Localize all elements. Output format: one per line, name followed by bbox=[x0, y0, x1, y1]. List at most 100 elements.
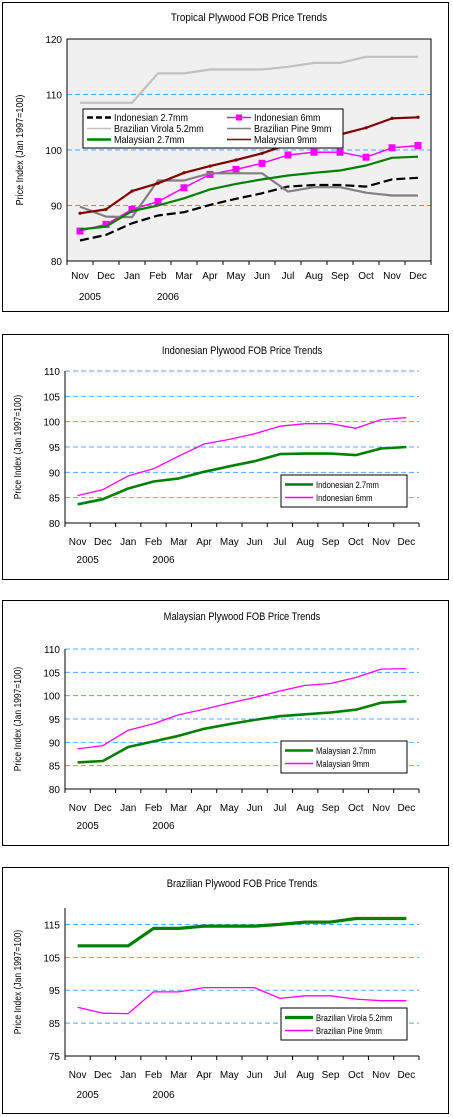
series-line-malaysian-2-7mm bbox=[77, 700, 407, 764]
x-tick-label: Jun bbox=[247, 537, 263, 548]
x-tick-label: Jul bbox=[282, 271, 295, 282]
x-tick-label: Dec bbox=[397, 803, 415, 814]
year-label: 2005 bbox=[77, 555, 100, 566]
x-tick-label: May bbox=[220, 1070, 239, 1081]
y-axis-title: Price Index (Jan 1997=100) bbox=[12, 667, 23, 772]
x-tick-label: Mar bbox=[170, 1070, 188, 1081]
chart-indonesian: Indonesian Plywood FOB Price Trends 80 85 9… bbox=[12, 345, 420, 566]
y-tick-label: 90 bbox=[49, 738, 61, 749]
y-tick-label: 80 bbox=[49, 785, 61, 796]
y-tick-label: 100 bbox=[43, 418, 60, 429]
series-line-indonesian-6mm bbox=[79, 144, 419, 232]
chart-panel-malaysian: Malaysian Plywood FOB Price Trends 80 85 90… bbox=[2, 600, 449, 846]
x-tick-label: Nov bbox=[69, 803, 87, 814]
x-tick-label: Jan bbox=[120, 1070, 136, 1081]
legend-box bbox=[280, 740, 408, 774]
x-tick-label: Dec bbox=[409, 271, 427, 282]
data-point-indonesian-6mm bbox=[232, 165, 240, 173]
chart-panel-tropical: Tropical Plywood FOB Price Trends 80 90 100… bbox=[2, 2, 449, 312]
chart-panel-brazilian: Brazilian Plywood FOB Price Trends 75 85 95… bbox=[2, 867, 449, 1114]
data-point-malaysian-9mm bbox=[390, 116, 394, 120]
x-tick-label: Sep bbox=[322, 537, 340, 548]
x-tick-label: Dec bbox=[397, 537, 415, 548]
x-tick-label: Dec bbox=[397, 1070, 415, 1081]
series-line-malaysian-2-7mm bbox=[79, 155, 419, 231]
data-point-indonesian-6mm bbox=[154, 198, 162, 206]
data-point-indonesian-6mm bbox=[128, 205, 136, 213]
data-point-malaysian-9mm bbox=[364, 126, 368, 130]
y-tick-label: 110 bbox=[44, 367, 60, 378]
legend-label-brazilian-virola-5-2mm: Brazilian Virola 5.2mm bbox=[316, 1012, 392, 1023]
x-tick-label: Feb bbox=[145, 1070, 163, 1081]
data-point-indonesian-6mm bbox=[388, 144, 396, 152]
x-tick-label: Feb bbox=[149, 271, 167, 282]
data-point-indonesian-6mm bbox=[414, 142, 422, 150]
x-tick-label: Apr bbox=[196, 803, 212, 814]
x-tick-label: Nov bbox=[69, 1070, 87, 1081]
chart-title: Indonesian Plywood FOB Price Trends bbox=[162, 345, 322, 357]
data-point-malaysian-9mm bbox=[416, 115, 420, 119]
y-axis-title: Price Index (Jan 1997=100) bbox=[15, 95, 27, 206]
y-tick-label: 95 bbox=[49, 715, 61, 726]
x-tick-label: Mar bbox=[170, 803, 188, 814]
x-tick-label: Feb bbox=[145, 803, 163, 814]
legend-label-indonesian-2-7mm: Indonesian 2.7mm bbox=[114, 113, 188, 125]
y-tick-label: 105 bbox=[43, 392, 60, 403]
chart-title: Malaysian Plywood FOB Price Trends bbox=[164, 611, 321, 623]
x-tick-label: Jul bbox=[274, 1070, 287, 1081]
x-tick-label: Nov bbox=[372, 803, 390, 814]
y-axis-title: Price Index (Jan 1997=100) bbox=[12, 930, 23, 1035]
x-tick-label: Feb bbox=[145, 537, 163, 548]
year-label: 2006 bbox=[157, 292, 180, 303]
y-tick-label: 90 bbox=[51, 202, 63, 213]
data-point-malaysian-9mm bbox=[260, 151, 264, 155]
data-point-indonesian-6mm bbox=[310, 148, 318, 156]
x-tick-label: Jan bbox=[120, 537, 136, 548]
y-tick-label: 80 bbox=[51, 257, 63, 268]
data-point-malaysian-9mm bbox=[234, 158, 238, 162]
legend-label-malaysian-2-7mm: Malaysian 2.7mm bbox=[316, 745, 376, 756]
x-tick-label: Sep bbox=[322, 803, 340, 814]
legend-label-brazilian-pine-9mm: Brazilian Pine 9mm bbox=[254, 124, 332, 136]
series-line-indonesian-2-7mm bbox=[77, 445, 407, 506]
series-line-brazilian-virola-5-2mm bbox=[80, 55, 418, 104]
legend-box bbox=[280, 474, 408, 508]
year-label: 2006 bbox=[152, 555, 175, 566]
y-axis-title: Price Index (Jan 1997=100) bbox=[12, 395, 23, 500]
x-tick-label: Apr bbox=[196, 537, 212, 548]
y-tick-label: 85 bbox=[49, 1019, 61, 1030]
data-point-indonesian-6mm bbox=[284, 151, 292, 159]
x-tick-label: Mar bbox=[170, 537, 188, 548]
data-point-indonesian-6mm bbox=[76, 227, 84, 235]
x-tick-label: May bbox=[220, 803, 239, 814]
legend-box bbox=[280, 1007, 408, 1041]
y-tick-label: 115 bbox=[44, 920, 60, 931]
legend-label-malaysian-9mm: Malaysian 9mm bbox=[316, 758, 370, 769]
chart-title: Brazilian Plywood FOB Price Trends bbox=[167, 878, 317, 890]
x-tick-label: Nov bbox=[69, 537, 87, 548]
year-label: 2005 bbox=[77, 821, 100, 832]
legend-label-malaysian-9mm: Malaysian 9mm bbox=[254, 135, 317, 147]
y-tick-label: 95 bbox=[49, 986, 61, 997]
y-tick-label: 90 bbox=[49, 468, 61, 479]
year-label: 2005 bbox=[77, 1090, 100, 1101]
x-tick-label: Aug bbox=[296, 537, 314, 548]
x-tick-label: Jun bbox=[254, 271, 270, 282]
y-tick-label: 100 bbox=[45, 146, 62, 157]
chart-brazilian: Brazilian Plywood FOB Price Trends 75 85 95… bbox=[12, 878, 420, 1101]
y-tick-label: 105 bbox=[43, 668, 60, 679]
legend-label-indonesian-6mm: Indonesian 6mm bbox=[254, 113, 321, 125]
y-tick-label: 85 bbox=[49, 494, 61, 505]
x-tick-label: Aug bbox=[305, 271, 323, 282]
x-tick-label: Nov bbox=[372, 1070, 390, 1081]
data-point-malaysian-9mm bbox=[130, 189, 134, 193]
x-tick-label: Dec bbox=[97, 271, 115, 282]
data-point-indonesian-6mm bbox=[180, 184, 188, 192]
y-tick-label: 85 bbox=[49, 762, 61, 773]
y-tick-label: 110 bbox=[44, 645, 60, 656]
x-tick-label: Dec bbox=[94, 537, 112, 548]
series-line-indonesian-2-7mm bbox=[79, 176, 419, 242]
x-tick-label: Jan bbox=[120, 803, 136, 814]
x-tick-label: Sep bbox=[322, 1070, 340, 1081]
x-tick-label: Oct bbox=[348, 537, 364, 548]
